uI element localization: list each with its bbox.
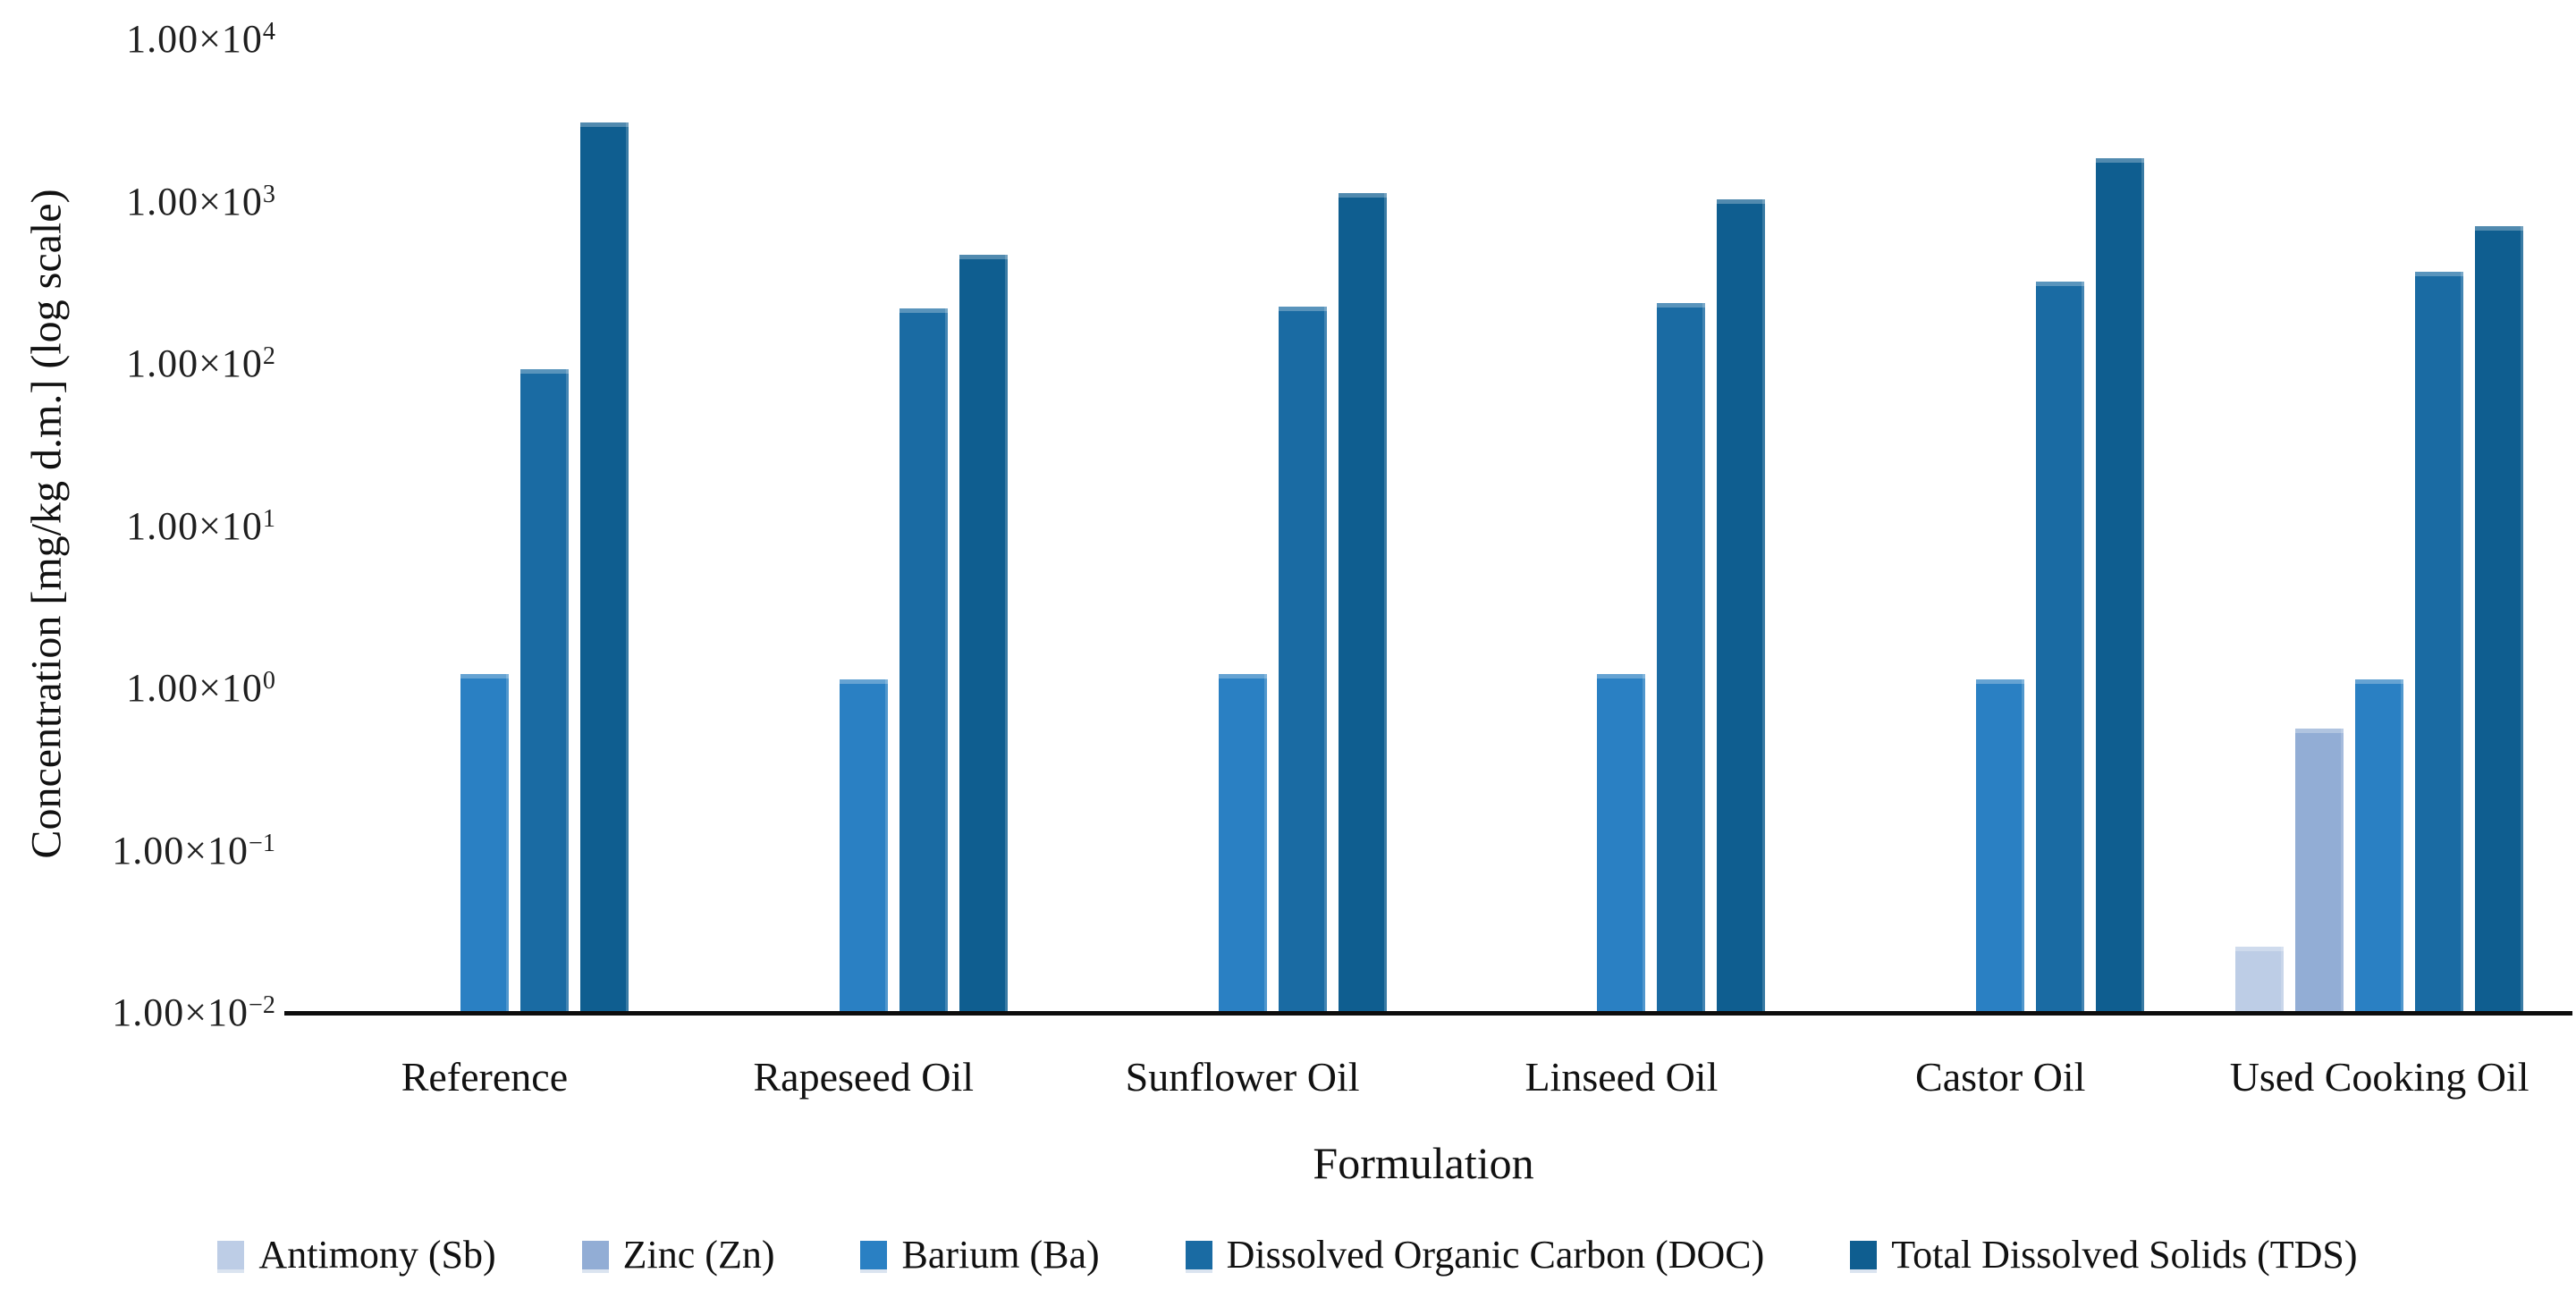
x-axis-title: Formulation [1313,1138,1534,1188]
y-tick-label: 1.00×100 [126,666,275,710]
x-category-label: Reference [401,1054,569,1100]
y-tick-label: 1.00×102 [126,341,275,385]
legend-item-1: Zinc (Zn) [581,1232,775,1277]
legend-item-3: Dissolved Organic Carbon (DOC) [1185,1232,1765,1277]
x-category-label: Linseed Oil [1524,1054,1719,1100]
y-tick-label: 1.00×101 [126,503,275,548]
x-axis-line [284,1011,2572,1016]
y-tick-label: 1.00×104 [126,17,275,61]
bar-series-3-cat-0 [520,369,569,1011]
legend-item-4: Total Dissolved Solids (TDS) [1850,1232,2358,1277]
legend-swatch-icon [1185,1240,1212,1269]
bar-series-4-cat-0 [580,122,629,1011]
y-tick-label: 1.00×103 [126,179,275,223]
legend-swatch-icon [1850,1240,1878,1269]
bar-series-4-cat-2 [1339,193,1387,1011]
bar-series-2-cat-5 [2355,679,2403,1011]
bar-series-3-cat-2 [1279,307,1327,1011]
bar-series-2-cat-4 [1976,679,2024,1011]
legend-label: Barium (Ba) [901,1233,1100,1277]
bar-series-1-cat-5 [2295,729,2344,1011]
bar-series-2-cat-0 [460,674,509,1011]
x-category-label: Rapeseed Oil [753,1054,975,1100]
legend-label: Total Dissolved Solids (TDS) [1891,1233,2358,1277]
legend-label: Dissolved Organic Carbon (DOC) [1226,1233,1765,1277]
legend-item-0: Antimony (Sb) [217,1232,496,1277]
y-tick-label: 1.00×10−1 [112,828,275,872]
bar-series-3-cat-5 [2415,272,2463,1011]
bar-series-3-cat-1 [899,308,948,1011]
bar-series-2-cat-1 [840,679,888,1011]
y-axis-title: Concentration [mg/kg d.m.] (log scale) [22,189,71,859]
bar-series-2-cat-3 [1597,674,1645,1011]
legend-swatch-icon [581,1240,609,1269]
legend-label: Antimony (Sb) [258,1233,496,1277]
x-category-label: Castor Oil [1915,1054,2086,1100]
legend-item-2: Barium (Ba) [860,1232,1100,1277]
bar-series-4-cat-5 [2475,226,2523,1011]
legend-label: Zinc (Zn) [622,1233,775,1277]
bar-series-4-cat-4 [2096,158,2144,1011]
bar-series-0-cat-5 [2235,947,2284,1011]
bar-series-2-cat-2 [1219,674,1267,1011]
bar-series-3-cat-4 [2036,282,2084,1011]
bar-series-3-cat-3 [1657,303,1705,1011]
bar-series-4-cat-3 [1717,199,1765,1011]
x-category-label: Used Cooking Oil [2229,1054,2530,1100]
x-category-label: Sunflower Oil [1125,1054,1360,1100]
bar-series-4-cat-1 [959,255,1008,1011]
legend: Antimony (Sb) Zinc (Zn) Barium (Ba) Dissolv… [45,1232,2530,1277]
legend-swatch-icon [860,1240,888,1269]
y-tick-label: 1.00×10−2 [112,990,275,1034]
legend-swatch-icon [217,1240,245,1269]
